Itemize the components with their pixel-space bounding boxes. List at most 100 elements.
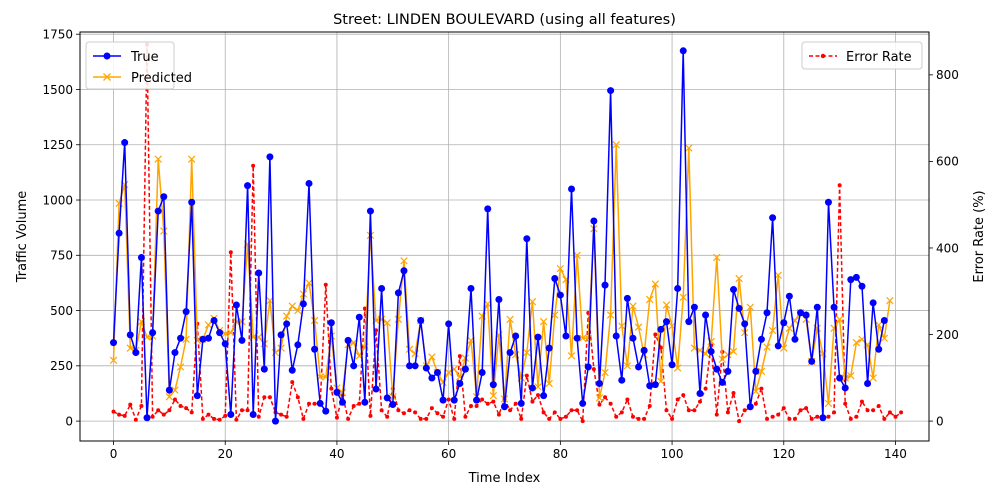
predicted-point — [444, 368, 453, 377]
true-point — [266, 153, 274, 161]
true-point — [299, 300, 307, 308]
predicted-point — [785, 324, 794, 332]
error-point — [413, 410, 418, 415]
true-series — [110, 47, 888, 425]
true-point — [852, 273, 860, 281]
error-point — [150, 414, 155, 419]
x-tick-label: 140 — [884, 447, 907, 461]
predicted-point — [718, 355, 727, 363]
predicted-point — [338, 388, 347, 397]
true-point — [255, 269, 263, 277]
predicted-point — [629, 302, 637, 310]
true-point — [439, 396, 447, 404]
x-tick-label: 80 — [553, 447, 568, 461]
predicted-point — [428, 353, 436, 361]
true-point — [355, 313, 363, 321]
error-point — [742, 408, 747, 413]
error-point — [206, 412, 211, 417]
true-point — [372, 385, 380, 393]
error-point — [636, 416, 641, 421]
error-point — [267, 395, 272, 400]
error-point — [401, 411, 406, 416]
true-point — [690, 303, 698, 311]
error-point — [178, 403, 183, 408]
error-point — [815, 414, 820, 419]
error-point — [323, 282, 328, 287]
true-point — [110, 339, 118, 347]
legend-true-marker — [103, 52, 111, 60]
error-point — [239, 408, 244, 413]
error-point — [770, 414, 775, 419]
error-point — [603, 395, 608, 400]
true-point — [154, 207, 162, 215]
predicted-point — [679, 293, 687, 302]
true-point — [618, 376, 626, 384]
predicted-point — [724, 351, 732, 359]
true-point — [288, 366, 296, 374]
error-point — [798, 408, 803, 413]
error-point — [647, 403, 652, 408]
error-point — [619, 410, 624, 415]
predicted-point — [400, 257, 408, 265]
predicted-point — [623, 362, 632, 370]
predicted-point — [171, 386, 179, 394]
true-point — [506, 349, 514, 357]
error-point — [899, 410, 904, 415]
y-tick-label: 1000 — [42, 193, 73, 207]
error-point — [591, 367, 596, 372]
y2-tick-label: 200 — [936, 328, 959, 342]
true-point — [517, 399, 525, 407]
error-point — [480, 397, 485, 402]
error-point — [737, 419, 742, 424]
error-point — [675, 397, 680, 402]
error-point — [284, 414, 289, 419]
error-point — [368, 413, 373, 418]
error-point — [614, 414, 619, 419]
error-point — [792, 416, 797, 421]
predicted-point — [735, 274, 743, 283]
true-point — [188, 198, 196, 206]
error-point — [731, 390, 736, 395]
error-point — [379, 408, 384, 413]
predicted-point — [685, 144, 693, 152]
true-point — [774, 342, 782, 350]
true-point — [584, 363, 592, 371]
true-point — [847, 276, 855, 284]
x-tick-label: 60 — [441, 447, 456, 461]
error-point — [117, 412, 122, 417]
error-point — [262, 395, 267, 400]
true-point — [819, 414, 827, 422]
true-point — [366, 207, 374, 215]
predicted-point — [204, 321, 213, 329]
predicted-point — [886, 296, 894, 305]
predicted-point — [657, 377, 665, 386]
true-point — [445, 320, 453, 328]
error-point — [725, 410, 730, 415]
predicted-point — [869, 374, 877, 382]
true-point — [662, 318, 670, 326]
y-tick-label: 1750 — [42, 28, 73, 42]
true-point — [495, 296, 503, 304]
error-point — [575, 408, 580, 413]
error-point — [189, 410, 194, 415]
error-point — [362, 306, 367, 311]
predicted-point — [182, 335, 190, 344]
true-point — [406, 362, 414, 370]
predicted-point — [645, 295, 654, 304]
predicted-point — [539, 317, 548, 326]
true-point — [612, 332, 620, 340]
true-point — [378, 284, 386, 292]
error-point — [876, 403, 881, 408]
true-point — [394, 289, 402, 297]
x-tick-label: 0 — [110, 447, 118, 461]
predicted-point — [221, 330, 229, 338]
true-point — [657, 325, 665, 333]
true-point — [551, 275, 559, 283]
predicted-point — [567, 352, 576, 360]
predicted-point — [154, 155, 162, 163]
predicted-point — [506, 315, 514, 324]
error-point — [508, 408, 513, 413]
predicted-point — [282, 312, 291, 320]
error-point — [329, 386, 334, 391]
true-point — [512, 332, 520, 340]
